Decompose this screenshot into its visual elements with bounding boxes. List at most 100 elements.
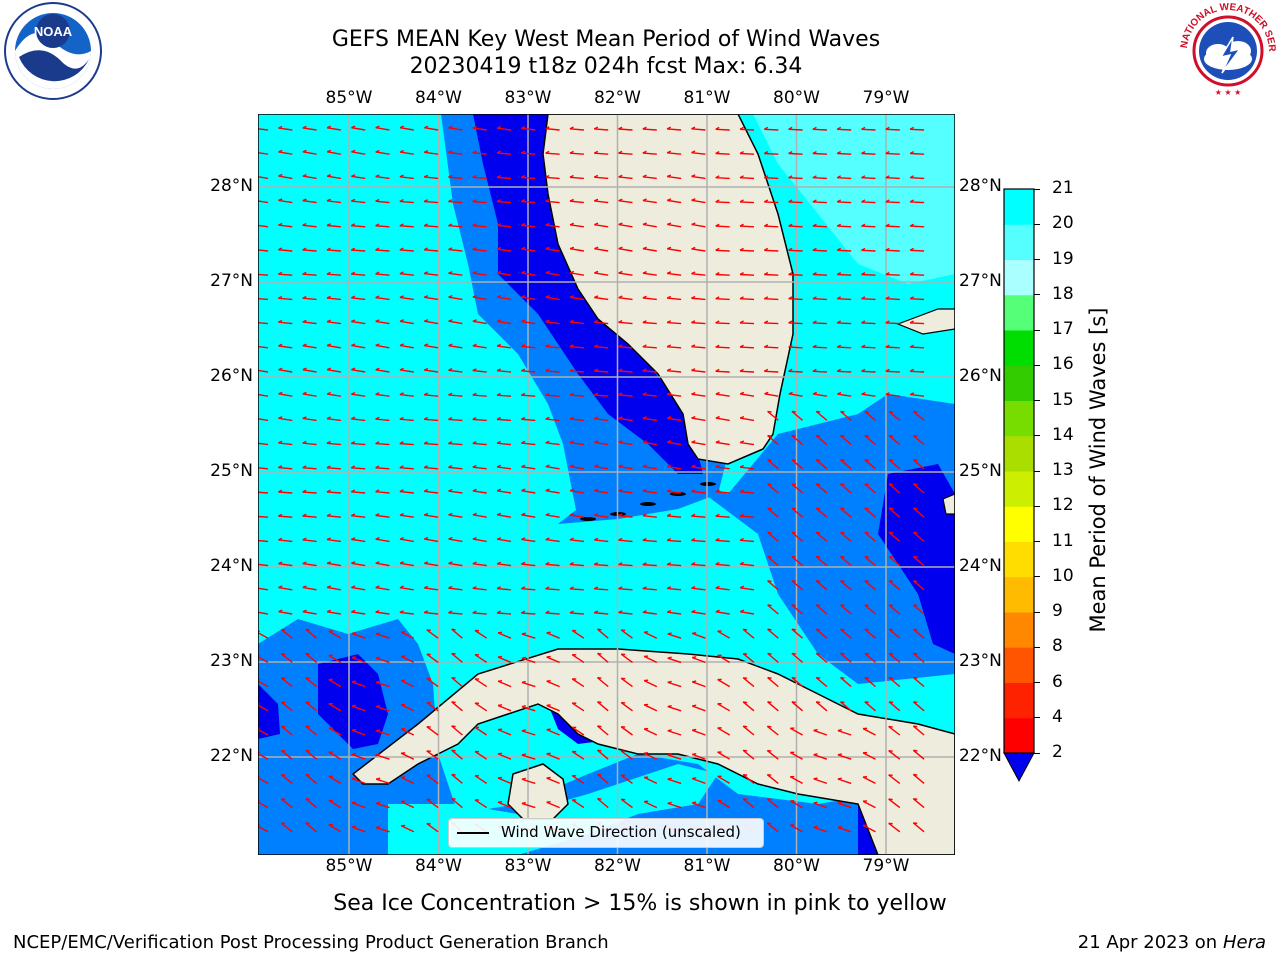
wind-arrowhead-553 bbox=[767, 580, 772, 583]
wind-arrow-473 bbox=[864, 507, 876, 518]
wind-arrowhead-571 bbox=[521, 610, 526, 614]
wind-arrowhead-321 bbox=[569, 392, 574, 396]
wind-arrowhead-25 bbox=[861, 126, 866, 130]
wind-arrowhead-195 bbox=[909, 271, 914, 276]
wind-arrow-782 bbox=[888, 774, 901, 784]
wind-arrow-492 bbox=[642, 539, 657, 543]
lon-label-top-3: 82°W bbox=[594, 88, 641, 108]
wind-arrow-470 bbox=[791, 507, 804, 518]
colorbar-tick-7: 12 bbox=[1052, 495, 1074, 516]
wind-arrowhead-145 bbox=[375, 247, 380, 251]
wind-arrow-110 bbox=[885, 201, 900, 204]
wind-arrowhead-180 bbox=[545, 270, 550, 274]
wind-arrowhead-442 bbox=[791, 483, 796, 486]
wind-arrowhead-387 bbox=[816, 434, 821, 437]
wind-arrowhead-403 bbox=[521, 464, 526, 468]
wind-arrowhead-32 bbox=[351, 149, 356, 153]
wind-arrowhead-767 bbox=[521, 777, 526, 780]
wind-arrowhead-225 bbox=[278, 319, 283, 323]
wind-arrowhead-185 bbox=[666, 271, 672, 275]
wind-arrowhead-376 bbox=[545, 440, 550, 444]
colorbar-tick-mark-4 bbox=[1034, 611, 1040, 613]
wind-arrow-506 bbox=[302, 562, 317, 567]
wind-arrow-194 bbox=[885, 273, 900, 276]
wind-arrow-56 bbox=[258, 175, 269, 180]
wind-arrowhead-322 bbox=[593, 392, 599, 396]
lon-label-bottom-4: 81°W bbox=[683, 856, 731, 876]
wind-arrow-13 bbox=[569, 128, 584, 131]
wind-arrow-476 bbox=[258, 539, 269, 543]
wind-arrowhead-602 bbox=[597, 628, 602, 631]
wind-arrow-396 bbox=[351, 467, 366, 470]
wind-arrowhead-131 bbox=[715, 223, 720, 227]
wind-arrow-649 bbox=[375, 681, 390, 688]
wind-arrow-691 bbox=[717, 703, 731, 712]
wind-arrow-188 bbox=[739, 273, 755, 276]
wind-arrowhead-561 bbox=[278, 609, 283, 613]
wind-arrowhead-155 bbox=[618, 246, 623, 250]
wind-arrow-346 bbox=[496, 418, 512, 422]
wind-arrowhead-555 bbox=[816, 580, 821, 583]
wind-arrowhead-373 bbox=[472, 441, 477, 445]
wind-arrowhead-662 bbox=[692, 680, 697, 683]
wind-arrowhead-698 bbox=[888, 701, 894, 704]
wind-arrow-72 bbox=[642, 176, 657, 180]
wind-arrow-322 bbox=[594, 394, 609, 397]
wind-arrow-625 bbox=[474, 654, 488, 663]
wind-arrow-241 bbox=[667, 321, 682, 325]
colorbar-tick-mark-7 bbox=[1034, 505, 1040, 507]
colorbar-segment-4 bbox=[1004, 576, 1034, 613]
wind-arrow-549 bbox=[667, 587, 682, 591]
wind-arrowhead-268 bbox=[642, 344, 647, 348]
wind-arrowhead-462 bbox=[594, 513, 599, 516]
wind-arrow-345 bbox=[472, 418, 487, 422]
wind-arrowhead-290 bbox=[496, 368, 501, 372]
wind-arrowhead-489 bbox=[569, 537, 574, 541]
wind-arrowhead-99 bbox=[618, 198, 623, 202]
wind-arrow-457 bbox=[472, 514, 487, 518]
wind-arrowhead-394 bbox=[302, 465, 307, 469]
wind-arrowhead-2 bbox=[302, 125, 307, 129]
wind-arrowhead-172 bbox=[350, 271, 356, 275]
wind-arrowhead-350 bbox=[594, 416, 599, 420]
wind-arrow-206 bbox=[497, 296, 512, 301]
colorbar-tick-mark-10 bbox=[1034, 400, 1040, 401]
wind-arrow-434 bbox=[594, 490, 609, 494]
wind-arrow-307 bbox=[910, 370, 925, 373]
wind-arrow-176 bbox=[448, 272, 463, 276]
wind-arrowhead-264 bbox=[545, 344, 550, 348]
wind-arrow-271 bbox=[715, 346, 730, 349]
wind-arrowhead-330 bbox=[788, 391, 793, 395]
colorbar-tick-mark-12 bbox=[1034, 329, 1040, 331]
wind-arrow-615 bbox=[912, 628, 925, 639]
wind-arrow-579 bbox=[715, 611, 730, 615]
wind-arrowhead-161 bbox=[763, 247, 769, 251]
wind-arrowhead-286 bbox=[399, 367, 404, 371]
wind-arrow-657 bbox=[571, 678, 585, 688]
wind-arrow-669 bbox=[864, 677, 876, 688]
wind-arrowhead-710 bbox=[497, 728, 503, 731]
wind-arrowhead-674 bbox=[305, 701, 310, 704]
wind-arrow-321 bbox=[569, 394, 584, 397]
wind-arrow-118 bbox=[399, 225, 414, 228]
wind-arrow-302 bbox=[788, 370, 803, 373]
wind-arrowhead-498 bbox=[791, 531, 796, 534]
wind-arrowhead-269 bbox=[666, 344, 672, 348]
wind-arrow-8 bbox=[448, 127, 463, 131]
wind-arrow-623 bbox=[426, 653, 439, 663]
wind-arrow-147 bbox=[424, 249, 439, 252]
wind-arrow-811 bbox=[912, 798, 925, 809]
wind-arrowhead-798 bbox=[597, 797, 602, 800]
wind-arrowhead-106 bbox=[788, 199, 793, 203]
colorbar-segment-7 bbox=[1004, 471, 1034, 507]
colorbar-tick-mark-15 bbox=[1034, 223, 1040, 225]
wind-arrow-776 bbox=[742, 774, 755, 784]
wind-arrow-269 bbox=[667, 346, 682, 349]
wind-arrow-731 bbox=[328, 751, 342, 760]
wind-arrow-336 bbox=[258, 418, 269, 422]
wind-arrowhead-22 bbox=[788, 126, 793, 130]
wind-arrowhead-79 bbox=[812, 175, 817, 179]
wind-arrowhead-422 bbox=[302, 489, 307, 493]
wind-arrowhead-301 bbox=[763, 368, 769, 372]
lon-label-bottom-5: 80°W bbox=[773, 856, 820, 876]
